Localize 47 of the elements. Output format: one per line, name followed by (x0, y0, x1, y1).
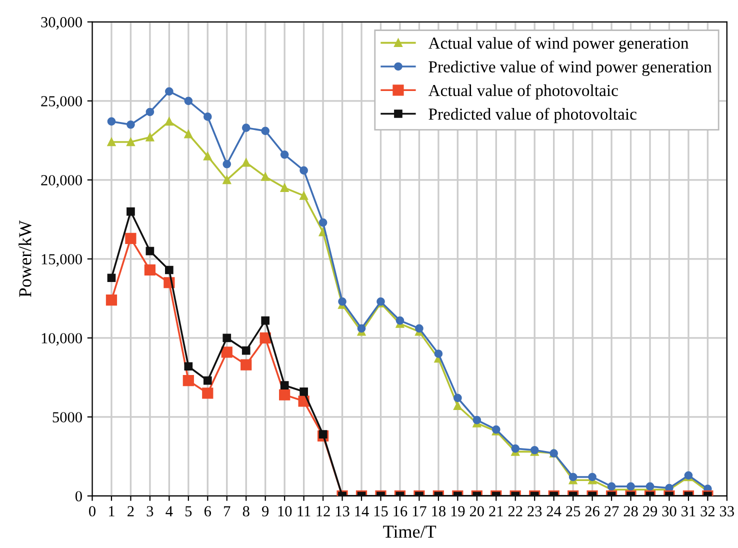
x-tick-label: 19 (451, 506, 465, 516)
legend-label: Actual value of photovoltaic (428, 84, 618, 100)
y-tick-label: 0 (75, 491, 82, 502)
x-tick-label: 14 (355, 506, 369, 516)
legend-label: Predicted value of photovoltaic (428, 108, 636, 124)
x-tick-label: 21 (489, 506, 503, 516)
x-tick-label: 4 (166, 506, 173, 516)
x-tick-label: 32 (700, 506, 714, 516)
x-tick-label: 13 (336, 506, 350, 516)
x-tick-label: 12 (316, 506, 330, 516)
x-tick-label: 28 (624, 506, 638, 516)
x-tick-label: 16 (394, 506, 408, 516)
y-tick-label: 25,000 (41, 96, 82, 109)
x-tick-label: 29 (643, 506, 658, 516)
x-tick-label: 22 (508, 506, 522, 516)
x-tick-label: 25 (566, 506, 580, 516)
x-axis-title: Time/T (383, 526, 436, 538)
y-tick-label: 30,000 (41, 17, 82, 30)
x-tick-label: 8 (242, 506, 250, 516)
x-tick-label: 1 (109, 506, 114, 516)
x-tick-label: 30 (662, 506, 676, 516)
legend-label: Predictive value of wind power generation (428, 60, 712, 76)
x-tick-label: 17 (412, 506, 426, 516)
x-tick-label: 15 (374, 506, 388, 516)
x-tick-label: 2 (128, 506, 134, 516)
x-tick-label: 11 (298, 506, 310, 516)
legend-label: Actual value of wind power generation (428, 36, 689, 52)
y-tick-label: 15,000 (42, 254, 82, 267)
x-tick-label: 6 (204, 506, 212, 516)
x-tick-label: 27 (604, 506, 619, 516)
x-tick-label: 26 (585, 506, 600, 516)
x-tick-label: 5 (185, 506, 192, 516)
x-tick-label: 18 (432, 506, 446, 516)
x-tick-label: 20 (470, 506, 484, 516)
x-tick-label: 3 (146, 506, 154, 516)
y-tick-label: 5000 (52, 412, 82, 422)
x-tick-label: 24 (546, 506, 562, 516)
x-tick-label: 10 (278, 506, 292, 516)
x-tick-label: 7 (224, 506, 230, 516)
x-tick-label: 31 (682, 506, 696, 516)
x-tick-label: 9 (262, 506, 269, 516)
x-tick-label: 0 (89, 506, 96, 516)
y-tick-label: 10,000 (42, 333, 82, 346)
y-axis-title: Power/kW (18, 220, 32, 298)
x-tick-label: 33 (720, 506, 734, 516)
x-tick-label: 23 (528, 506, 542, 516)
y-tick-label: 20,000 (41, 175, 82, 188)
